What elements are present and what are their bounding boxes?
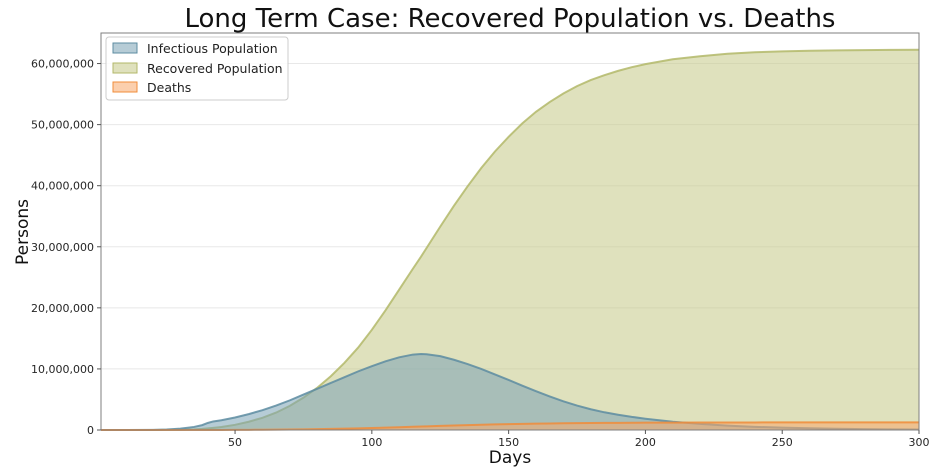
y-tick-label-1: 10,000,000 <box>31 363 94 376</box>
y-tick-label-5: 50,000,000 <box>31 119 94 132</box>
series-areas <box>100 48 920 431</box>
x-axis-title: Days <box>489 448 532 468</box>
deaths-area <box>101 422 919 430</box>
legend-box <box>105 36 289 101</box>
legend-swatch-recovered <box>112 62 138 74</box>
x-tick-label-3: 200 <box>635 436 656 449</box>
legend-swatch-infectious <box>112 42 138 54</box>
y-tick-label-6: 60,000,000 <box>31 58 94 71</box>
legend: Infectious Population Recovered Populati… <box>105 36 289 101</box>
y-axis-title: Persons <box>13 199 33 265</box>
chart-title: Long Term Case: Recovered Population vs.… <box>185 4 836 34</box>
plot-frame <box>100 32 920 431</box>
y-axis: 0 10,000,000 20,000,000 30,000,000 40,000,00… <box>31 58 101 437</box>
x-tick-label-1: 100 <box>361 436 382 449</box>
x-axis: 50 100 150 200 250 300 <box>228 430 930 449</box>
y-tick-label-4: 40,000,000 <box>31 180 94 193</box>
x-tick-label-2: 150 <box>498 436 519 449</box>
x-tick-label-5: 300 <box>909 436 930 449</box>
infectious-population-area <box>101 353 919 430</box>
y-tick-label-2: 20,000,000 <box>31 302 94 315</box>
recovered-population-area <box>101 49 919 431</box>
legend-swatch-deaths <box>112 81 138 93</box>
x-tick-label-0: 50 <box>228 436 242 449</box>
legend-label-recovered: Recovered Population <box>147 61 283 76</box>
legend-label-deaths: Deaths <box>147 80 191 95</box>
y-tick-label-3: 30,000,000 <box>31 241 94 254</box>
x-tick-label-4: 250 <box>772 436 793 449</box>
y-tick-label-0: 0 <box>87 424 94 437</box>
legend-label-infectious: Infectious Population <box>147 41 278 56</box>
